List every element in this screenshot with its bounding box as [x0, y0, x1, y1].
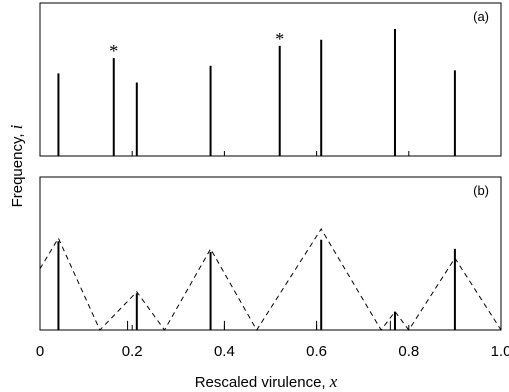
x-tick-label-0: 0	[36, 343, 44, 360]
x-tick-label-5: 1.0	[491, 343, 509, 360]
panel-a-frame	[39, 2, 502, 157]
asterisk-marker-1: *	[275, 29, 284, 49]
panel-a-bars	[57, 29, 456, 156]
x-axis-ticks: 0 0.2 0.4 0.6 0.8 1.0	[36, 151, 509, 360]
x-axis-variable: x	[329, 372, 338, 391]
x-tick-label-4: 0.8	[398, 343, 419, 360]
x-tick-label-1: 0.2	[122, 343, 143, 360]
panel-a: (a) **	[39, 2, 502, 157]
x-tick-label-3: 0.6	[306, 343, 327, 360]
y-axis-label-text: Frequency,	[9, 129, 26, 207]
y-axis-label: Frequency, i	[7, 124, 26, 207]
panel-b-frame	[39, 176, 502, 331]
x-tick-label-2: 0.4	[214, 343, 235, 360]
panel-b-bars	[57, 239, 456, 330]
panel-b: (b)	[39, 176, 502, 331]
y-axis-variable: i	[7, 124, 26, 129]
x-axis-label: Rescaled virulence, x	[195, 372, 338, 391]
panel-a-markers: **	[109, 29, 284, 61]
asterisk-marker-0: *	[109, 41, 118, 61]
panel-b-dashed-envelope	[39, 228, 502, 331]
panel-b-tag: (b)	[473, 183, 489, 198]
x-axis-label-text: Rescaled virulence,	[195, 374, 330, 391]
panel-a-tag: (a)	[473, 9, 489, 24]
